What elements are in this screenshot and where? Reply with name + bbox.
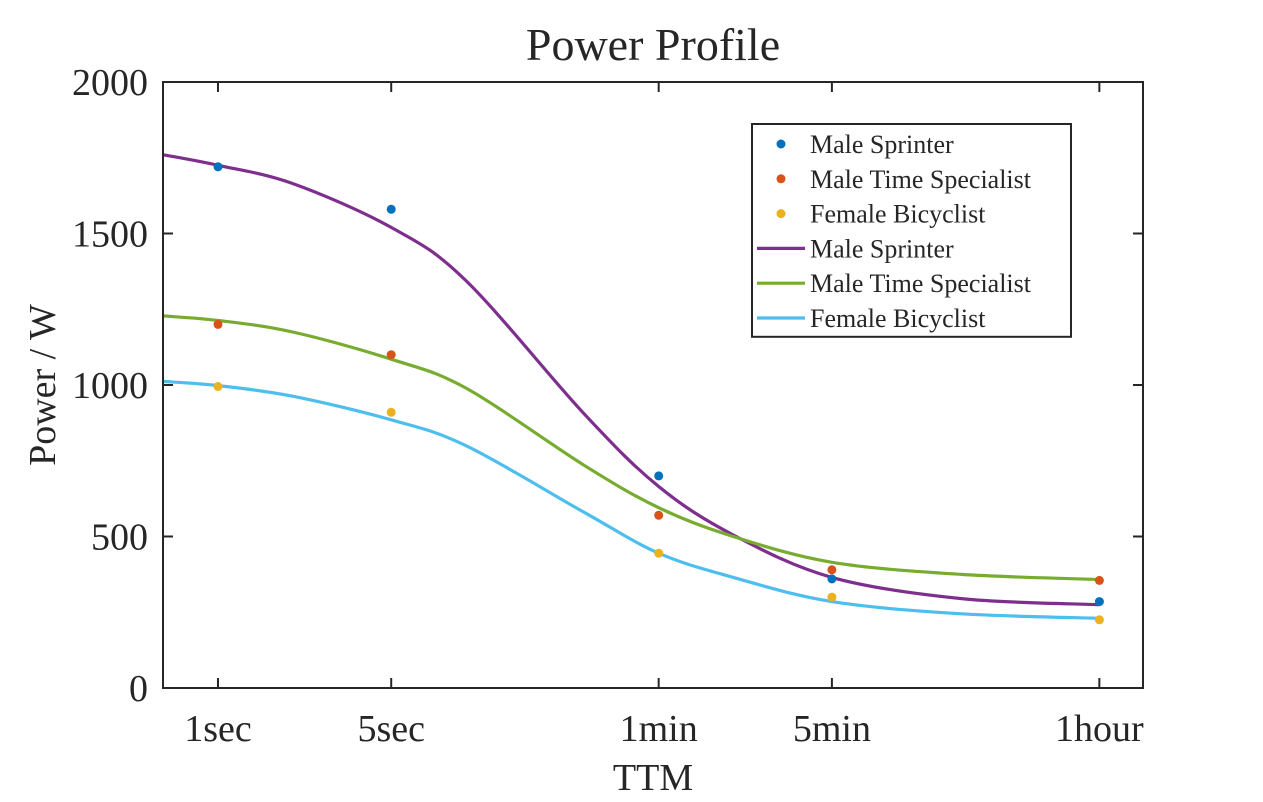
data-point — [827, 592, 837, 602]
axis-ticks: 1sec 5sec 1min 5min 1hour 0 500 1000 1500 2000 — [72, 62, 1144, 750]
data-point — [654, 510, 664, 520]
y-tick-label: 1000 — [72, 365, 148, 407]
chart-title: Power Profile — [526, 19, 780, 70]
data-point — [1094, 615, 1104, 625]
legend: Male Sprinter Male Time Specialist Female … — [751, 123, 1072, 338]
data-point — [1094, 575, 1104, 585]
x-tick-label: 5min — [793, 708, 871, 750]
data-point — [654, 471, 664, 481]
data-point — [213, 319, 223, 329]
data-point — [386, 204, 396, 214]
x-tick-label: 1hour — [1055, 708, 1144, 750]
data-point — [654, 548, 664, 558]
legend-box — [751, 123, 1072, 338]
fit-curve — [162, 153, 1100, 607]
data-point — [827, 565, 837, 575]
data-point — [1094, 597, 1104, 607]
legend-label: Male Time Specialist — [810, 269, 1032, 298]
fit-curve — [162, 314, 1100, 582]
fit-curve — [162, 379, 1100, 620]
y-tick-label: 1500 — [72, 214, 148, 256]
x-tick-label: 1sec — [184, 708, 252, 750]
y-tick-label: 500 — [91, 517, 148, 559]
data-point — [827, 574, 837, 584]
legend-marker — [776, 139, 786, 149]
x-tick-label: 5sec — [357, 708, 425, 750]
data-points — [213, 162, 1104, 625]
legend-marker — [776, 209, 786, 219]
x-axis-label: TTM — [613, 757, 693, 799]
legend-label: Male Time Specialist — [810, 165, 1032, 194]
data-point — [213, 382, 223, 391]
fit-curves — [162, 153, 1100, 620]
data-point — [386, 407, 396, 417]
y-axis-label: Power / W — [22, 304, 64, 466]
legend-label: Male Sprinter — [810, 130, 954, 159]
legend-label: Female Bicyclist — [810, 304, 986, 333]
y-tick-label: 2000 — [72, 62, 148, 104]
x-tick-label: 1min — [620, 708, 698, 750]
legend-label: Female Bicyclist — [810, 200, 986, 229]
data-point — [213, 162, 223, 172]
legend-label: Male Sprinter — [810, 234, 954, 263]
data-point — [386, 350, 396, 360]
legend-marker — [776, 174, 786, 184]
y-tick-label: 0 — [129, 668, 148, 710]
